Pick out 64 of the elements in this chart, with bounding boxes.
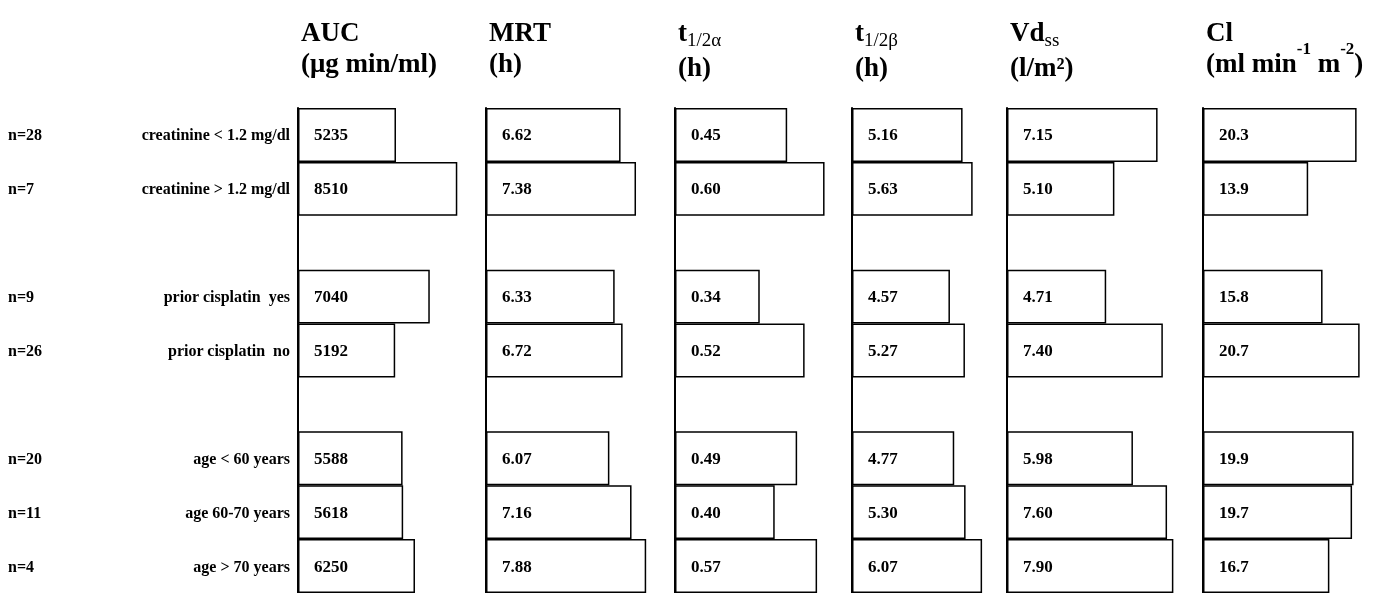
data-label: 7.16: [502, 502, 532, 522]
data-label: 6.72: [502, 341, 532, 360]
data-label: 0.45: [691, 125, 721, 145]
chart-subtitle: (μg min/ml): [301, 47, 438, 78]
data-label: 20.3: [1219, 125, 1249, 145]
text: n=11: [8, 503, 42, 521]
chart-subtitle: (h): [489, 47, 522, 78]
data-label: 0.34: [691, 287, 722, 307]
chart-subtitle: (h): [855, 51, 888, 82]
data-label: 4.57: [868, 287, 899, 307]
data-label: 7.38: [502, 179, 532, 199]
y-tick-label: age < 60 years: [193, 449, 290, 468]
data-label: 5.10: [1023, 179, 1053, 199]
data-label: 0.40: [691, 502, 721, 522]
data-label: 0.52: [691, 341, 721, 360]
data-label: 7040: [314, 287, 348, 307]
data-label: 5.63: [868, 179, 898, 199]
data-label: 7.88: [502, 556, 532, 576]
y-tick-label: age > 70 years: [193, 557, 290, 576]
data-label: 13.9: [1219, 179, 1249, 199]
data-label: 5.16: [868, 125, 898, 145]
data-label: 4.77: [868, 448, 899, 468]
data-label: 15.8: [1219, 287, 1249, 307]
data-label: 8510: [314, 179, 348, 199]
text: n=4: [8, 557, 35, 575]
chart-title: MRT: [489, 16, 552, 47]
y-tick-label: prior cisplatin no: [168, 342, 290, 360]
data-label: 19.7: [1219, 502, 1250, 522]
data-label: 0.57: [691, 556, 722, 576]
data-label: 6250: [314, 556, 348, 576]
chart-title: AUC: [301, 16, 360, 47]
data-label: 7.60: [1023, 502, 1053, 522]
chart-subtitle: (h): [678, 51, 711, 82]
data-label: 7.15: [1023, 125, 1053, 145]
text: n=9: [8, 288, 35, 306]
y-tick-label: prior cisplatin yes: [163, 288, 290, 307]
data-label: 5235: [314, 125, 348, 145]
data-label: 6.07: [502, 448, 533, 468]
data-label: 6.62: [502, 125, 532, 145]
data-label: 5192: [314, 341, 348, 360]
data-label: 0.49: [691, 448, 721, 468]
data-label: 5.27: [868, 341, 899, 360]
data-label: 6.07: [868, 556, 899, 576]
data-label: 20.7: [1219, 341, 1250, 360]
y-tick-label: age 60-70 years: [185, 503, 290, 522]
data-label: 4.71: [1023, 287, 1053, 307]
data-label: 5.30: [868, 502, 898, 522]
data-label: 6.33: [502, 287, 532, 307]
chart-subtitle: (l/m²): [1010, 51, 1074, 82]
data-label: 0.60: [691, 179, 721, 199]
data-label: 5.98: [1023, 448, 1053, 468]
chart-title: Cl: [1206, 16, 1234, 47]
text: n=7: [8, 180, 35, 198]
data-label: 5618: [314, 502, 348, 522]
data-label: 5588: [314, 448, 348, 468]
data-label: 16.7: [1219, 556, 1250, 576]
y-tick-label: creatinine > 1.2 mg/dl: [141, 180, 291, 199]
data-label: 7.90: [1023, 556, 1053, 576]
data-label: 7.40: [1023, 341, 1053, 360]
text: n=28: [8, 126, 43, 144]
text: n=20: [8, 449, 43, 467]
y-tick-label: creatinine < 1.2 mg/dl: [141, 126, 291, 145]
text: n=26: [8, 342, 43, 359]
data-label: 19.9: [1219, 448, 1249, 468]
